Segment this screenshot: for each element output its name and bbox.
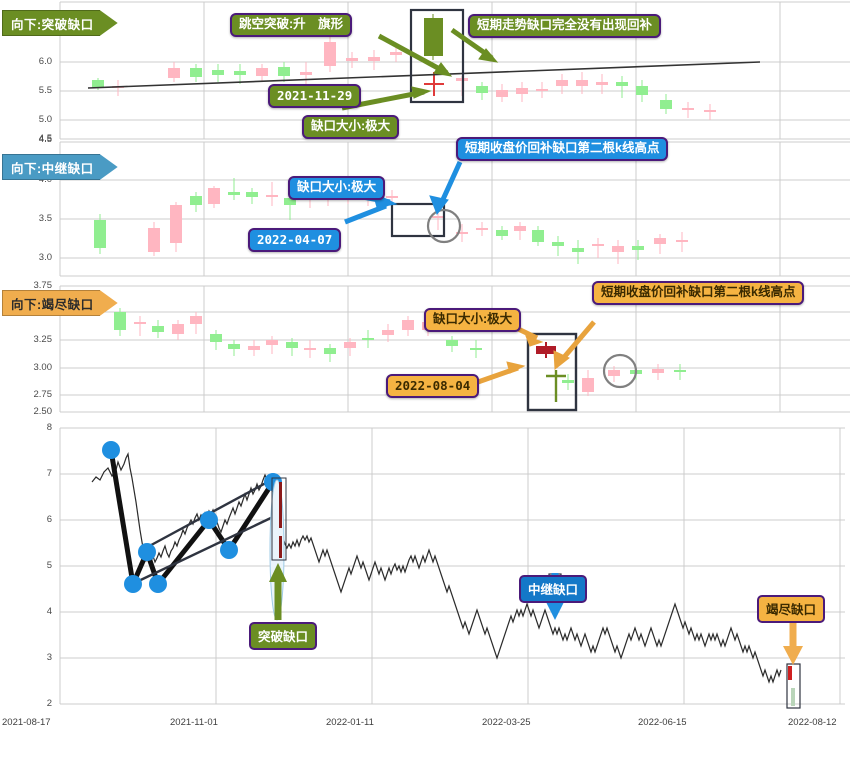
- panel-title-pennant-exhaustion: 向下:竭尽缺口: [2, 290, 118, 316]
- breakaway-gap-plot: [59, 1, 850, 140]
- x-tick-main-5: 2022-08-12: [788, 717, 837, 728]
- y-tick-p1-0: 6.0: [38, 56, 52, 67]
- pennant-label: 向下:中继缺口: [2, 154, 100, 180]
- zigzag-point: [220, 541, 238, 559]
- overview-price-plot: [59, 427, 845, 709]
- gridlines-p2: [59, 141, 850, 277]
- y-tick-p3-2: 3.25: [33, 334, 53, 345]
- y-tick-main-2: 6: [46, 514, 52, 525]
- price-line: [91, 452, 782, 684]
- pattern-callout-p1: 跳空突破:升 旗形: [230, 13, 353, 37]
- x-tick-main-2: 2022-01-11: [326, 717, 374, 728]
- zigzag-point: [102, 441, 120, 459]
- y-tick-main-0: 8: [46, 422, 52, 433]
- y-tick-main-5: 3: [46, 652, 52, 663]
- pennant-label: 向下:竭尽缺口: [2, 290, 100, 316]
- exhaustion-gap-arrow: [783, 623, 803, 665]
- breakaway-gap-arrow: [269, 563, 287, 620]
- zigzag-point: [200, 511, 218, 529]
- zigzag-lines: [108, 449, 276, 586]
- pennant-arrow-tip: [99, 154, 118, 180]
- x-tick-main-1: 2021-11-01: [170, 717, 218, 728]
- annotation-arrows-p1: [341, 27, 499, 111]
- y-tick-p3-4: 2.75: [33, 389, 53, 400]
- panel-title-pennant-runaway: 向下:中继缺口: [2, 154, 118, 180]
- breakaway-gap-marker-label: 突破缺口: [249, 622, 318, 650]
- y-tick-p1-2: 5.0: [38, 114, 52, 125]
- gap-size-callout-p2: 缺口大小:极大: [288, 176, 386, 200]
- y-tick-p1-1: 5.5: [38, 85, 52, 96]
- exhaustion-gap-panel: 3.75 3.50 3.25 3.00 2.75 2.50 向下:竭尽缺口 缺口…: [0, 278, 853, 420]
- runaway-gap-panel: 4.5 4.0 3.5 3.0 向下:中继缺口 缺口大小:极大 2022-04-…: [0, 134, 853, 278]
- gap-not-filled-callout-p1: 短期走势缺口完全没有出现回补: [468, 14, 662, 38]
- gap-date-callout-p3: 2022-08-04: [386, 374, 480, 398]
- gap-refill-callout-p3: 短期收盘价回补缺口第二根k线高点: [592, 281, 805, 305]
- gap-date-callout-p1: 2021-11-29: [268, 84, 362, 108]
- pennant-arrow-tip: [99, 10, 118, 36]
- y-tick-main-1: 7: [46, 468, 52, 479]
- exhaustion-gap-marker-label: 竭尽缺口: [757, 595, 826, 623]
- y-tick-p2-2: 3.5: [38, 213, 52, 224]
- exhaustion-gap-plot: [59, 285, 850, 413]
- y-tick-p3-3: 3.00: [33, 362, 53, 373]
- gap-box-p2: [390, 202, 446, 238]
- trend-line-p1: [87, 61, 761, 89]
- y-tick-p2-0: 4.5: [38, 134, 52, 145]
- runaway-gap-marker-label: 中继缺口: [519, 575, 588, 603]
- x-tick-main-4: 2022-06-15: [638, 717, 687, 728]
- breakaway-gap-panel: 6.0 5.5 5.0 4.5 向下:突破缺口 跳空突破:升 旗形 短期走势缺口…: [0, 0, 853, 144]
- zigzag-point: [138, 543, 156, 561]
- overview-price-panel: 8 7 6 5 4 3 2 2021-08-17 2021-11-01 2022…: [0, 420, 853, 764]
- pennant-arrow-tip: [99, 290, 118, 316]
- y-tick-main-4: 4: [46, 606, 52, 617]
- zigzag-point: [149, 575, 167, 593]
- y-tick-p1-3: 4.5: [38, 133, 52, 144]
- gap-size-callout-p3: 缺口大小:极大: [424, 308, 522, 332]
- y-tick-main-6: 2: [46, 698, 52, 709]
- gap-refill-circle-p3: [602, 353, 638, 389]
- y-tick-p2-3: 3.0: [38, 252, 52, 263]
- zigzag-point: [124, 575, 142, 593]
- pennant-label: 向下:突破缺口: [2, 10, 100, 36]
- gridlines-main: [59, 427, 845, 705]
- y-tick-p3-5: 2.50: [33, 406, 53, 417]
- x-tick-main-3: 2022-03-25: [482, 717, 531, 728]
- y-tick-main-3: 5: [46, 560, 52, 571]
- gap-date-callout-p2: 2022-04-07: [248, 228, 342, 252]
- y-tick-p3-0: 3.75: [33, 280, 53, 291]
- x-tick-main-0: 2021-08-17: [2, 717, 51, 728]
- exhaustion-gap-highlight: [786, 663, 801, 709]
- runaway-gap-plot: [59, 141, 850, 277]
- gap-refill-callout-p2: 短期收盘价回补缺口第二根k线高点: [456, 137, 669, 161]
- gap-size-callout-p1: 缺口大小:极大: [302, 115, 400, 139]
- gap-box-p3: [526, 332, 578, 412]
- panel-title-pennant-breakaway: 向下:突破缺口: [2, 10, 118, 36]
- gap-refill-circle-p2: [426, 208, 462, 244]
